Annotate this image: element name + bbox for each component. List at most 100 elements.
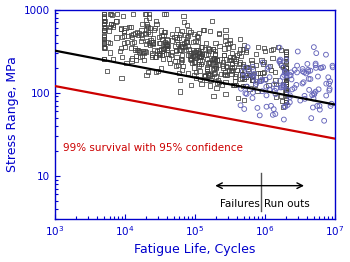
Point bbox=[198, 45, 204, 49]
Point bbox=[118, 26, 124, 31]
Point bbox=[212, 70, 217, 75]
Point bbox=[157, 52, 163, 56]
Point bbox=[155, 69, 161, 73]
Point bbox=[267, 64, 273, 68]
Point bbox=[329, 102, 334, 106]
Point bbox=[150, 36, 156, 40]
Point bbox=[196, 51, 202, 55]
Point bbox=[172, 35, 177, 40]
Point bbox=[278, 94, 284, 99]
Point bbox=[101, 57, 107, 61]
Point bbox=[313, 66, 319, 70]
Point bbox=[220, 60, 226, 64]
Point bbox=[314, 104, 320, 108]
Point bbox=[205, 72, 210, 77]
Point bbox=[283, 90, 288, 94]
Point bbox=[107, 50, 113, 54]
Point bbox=[145, 25, 150, 29]
Point bbox=[162, 42, 168, 47]
Point bbox=[262, 77, 268, 81]
Point bbox=[101, 39, 107, 43]
Point bbox=[231, 56, 237, 61]
Point bbox=[235, 96, 240, 100]
Point bbox=[281, 73, 287, 77]
Point bbox=[194, 76, 199, 80]
Point bbox=[270, 47, 275, 51]
Point bbox=[231, 65, 237, 69]
Point bbox=[178, 48, 184, 52]
Point bbox=[162, 40, 168, 45]
Point bbox=[191, 54, 197, 58]
Point bbox=[201, 28, 207, 32]
Point bbox=[169, 32, 174, 36]
Point bbox=[144, 39, 150, 43]
Point bbox=[229, 61, 235, 66]
Point bbox=[164, 44, 170, 48]
Point bbox=[270, 56, 275, 60]
Point bbox=[206, 73, 211, 77]
Point bbox=[223, 57, 229, 62]
Point bbox=[183, 45, 188, 49]
Point bbox=[273, 70, 278, 74]
Point bbox=[151, 28, 156, 32]
Point bbox=[121, 33, 127, 37]
Point bbox=[281, 84, 287, 88]
Point bbox=[101, 57, 107, 61]
Point bbox=[278, 62, 284, 66]
Point bbox=[175, 63, 180, 67]
Point bbox=[250, 73, 256, 78]
Point bbox=[132, 31, 138, 36]
Point bbox=[148, 39, 153, 43]
Point bbox=[274, 86, 279, 91]
Point bbox=[198, 62, 203, 67]
Point bbox=[260, 71, 265, 75]
Point bbox=[144, 24, 150, 28]
Point bbox=[231, 45, 236, 49]
Point bbox=[258, 75, 263, 79]
Point bbox=[233, 57, 238, 61]
Point bbox=[211, 56, 217, 61]
Point bbox=[316, 87, 321, 91]
Point bbox=[308, 77, 313, 81]
Point bbox=[147, 42, 153, 47]
Point bbox=[185, 43, 191, 48]
Point bbox=[101, 32, 107, 37]
Point bbox=[267, 87, 272, 91]
Point bbox=[244, 85, 250, 89]
Point bbox=[191, 59, 196, 64]
Point bbox=[190, 40, 196, 44]
Point bbox=[231, 83, 237, 87]
Point bbox=[150, 51, 155, 55]
Point bbox=[266, 65, 272, 69]
Point bbox=[224, 73, 230, 78]
Point bbox=[223, 34, 228, 38]
Point bbox=[173, 49, 179, 53]
Point bbox=[201, 74, 207, 78]
Point bbox=[262, 49, 268, 53]
Point bbox=[186, 34, 191, 38]
Point bbox=[309, 93, 315, 97]
Point bbox=[149, 55, 155, 59]
Point bbox=[289, 87, 295, 91]
Point bbox=[227, 38, 233, 42]
Point bbox=[313, 63, 319, 67]
Point bbox=[181, 19, 187, 24]
Point bbox=[255, 45, 261, 49]
Point bbox=[229, 58, 234, 62]
Point bbox=[283, 71, 288, 75]
Point bbox=[204, 67, 210, 71]
Point bbox=[226, 68, 232, 72]
Point bbox=[157, 41, 163, 45]
Point bbox=[146, 12, 152, 16]
Point bbox=[283, 90, 289, 94]
Point bbox=[283, 86, 289, 91]
Point bbox=[196, 31, 202, 35]
Point bbox=[305, 68, 311, 72]
Point bbox=[128, 33, 134, 37]
Point bbox=[149, 40, 154, 44]
Point bbox=[265, 67, 271, 71]
Point bbox=[294, 70, 300, 74]
Point bbox=[146, 30, 151, 34]
Point bbox=[142, 12, 148, 16]
Point bbox=[117, 49, 123, 53]
